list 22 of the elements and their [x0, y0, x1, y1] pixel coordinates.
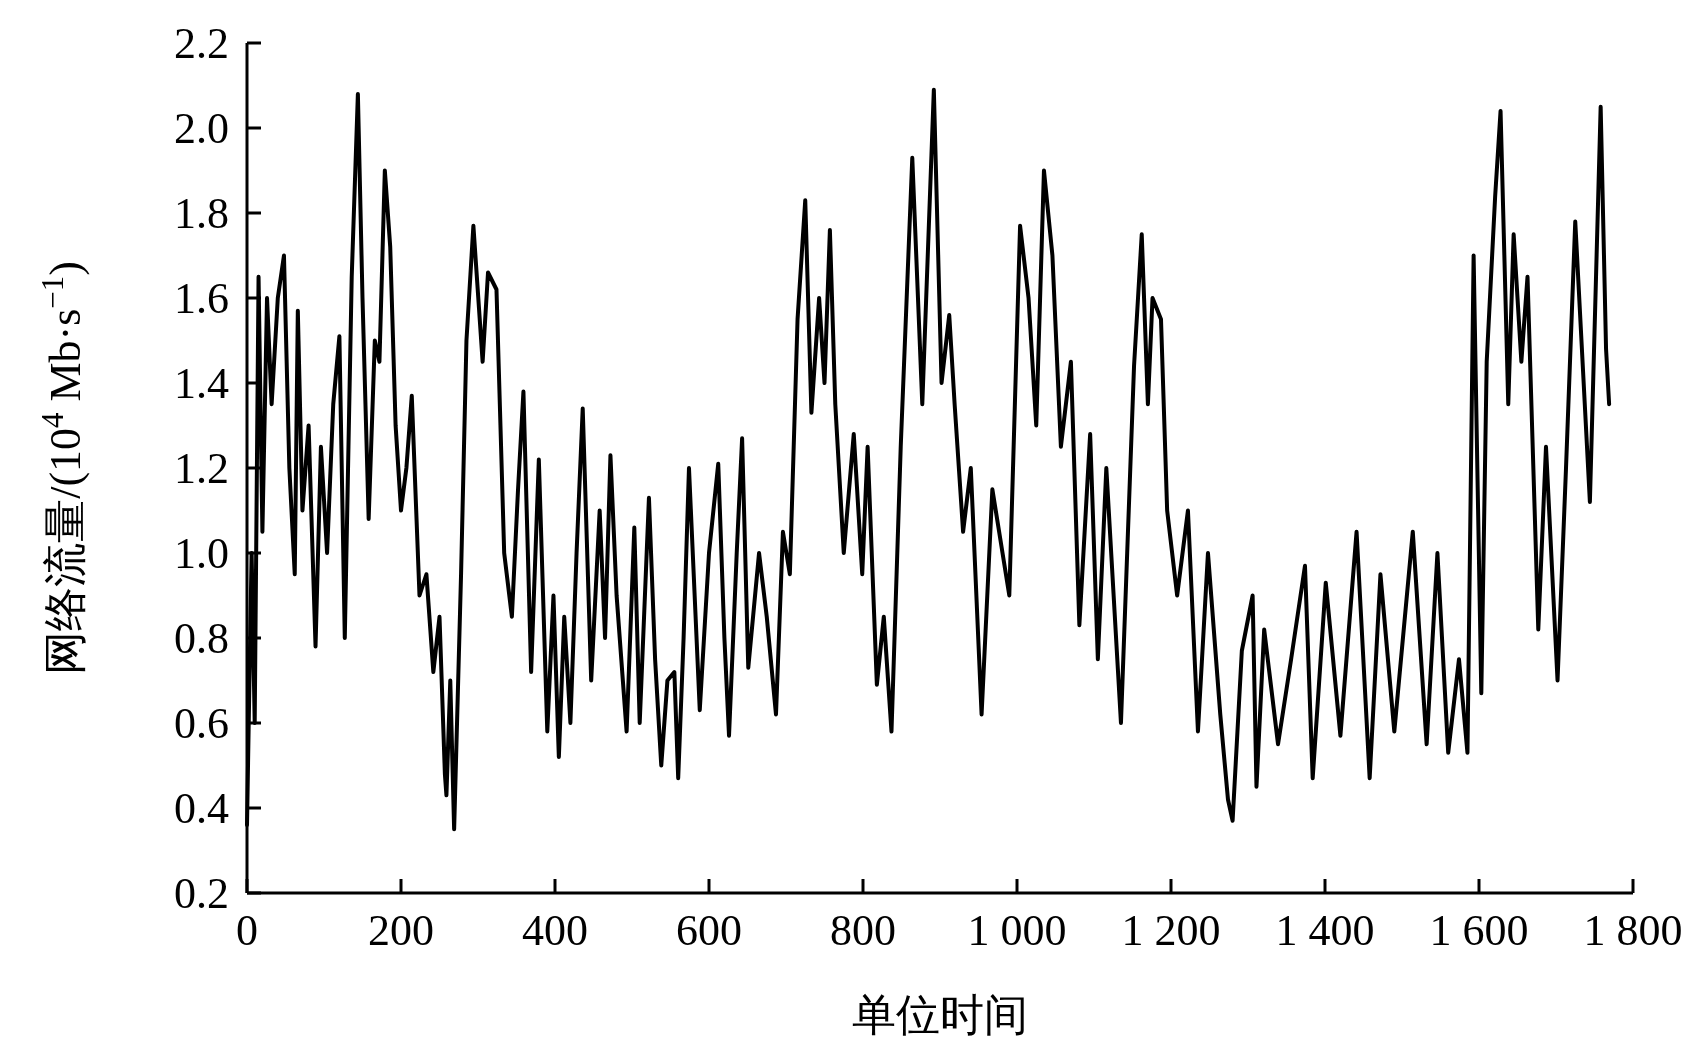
x-tick-label: 1 000 — [967, 906, 1067, 955]
x-axis-title: 单位时间 — [852, 991, 1028, 1040]
x-tick-label: 400 — [522, 906, 588, 955]
y-tick-label: 2.0 — [174, 104, 229, 153]
y-tick-label: 1.4 — [174, 359, 229, 408]
y-tick-label: 1.6 — [174, 274, 229, 323]
y-tick-label: 2.2 — [174, 19, 229, 68]
x-tick-label: 1 800 — [1583, 906, 1683, 955]
y-tick-label: 1.2 — [174, 444, 229, 493]
x-tick-label: 1 600 — [1429, 906, 1529, 955]
y-tick-label: 0.8 — [174, 614, 229, 663]
x-tick-label: 1 200 — [1121, 906, 1221, 955]
y-tick-label: 1.8 — [174, 189, 229, 238]
y-tick-label: 1.0 — [174, 529, 229, 578]
x-tick-label: 800 — [830, 906, 896, 955]
x-tick-label: 0 — [236, 906, 258, 955]
y-tick-label: 0.6 — [174, 699, 229, 748]
x-tick-label: 600 — [676, 906, 742, 955]
y-tick-label: 0.2 — [174, 869, 229, 918]
x-tick-label: 1 400 — [1275, 906, 1375, 955]
x-tick-label: 200 — [368, 906, 434, 955]
y-tick-label: 0.4 — [174, 784, 229, 833]
